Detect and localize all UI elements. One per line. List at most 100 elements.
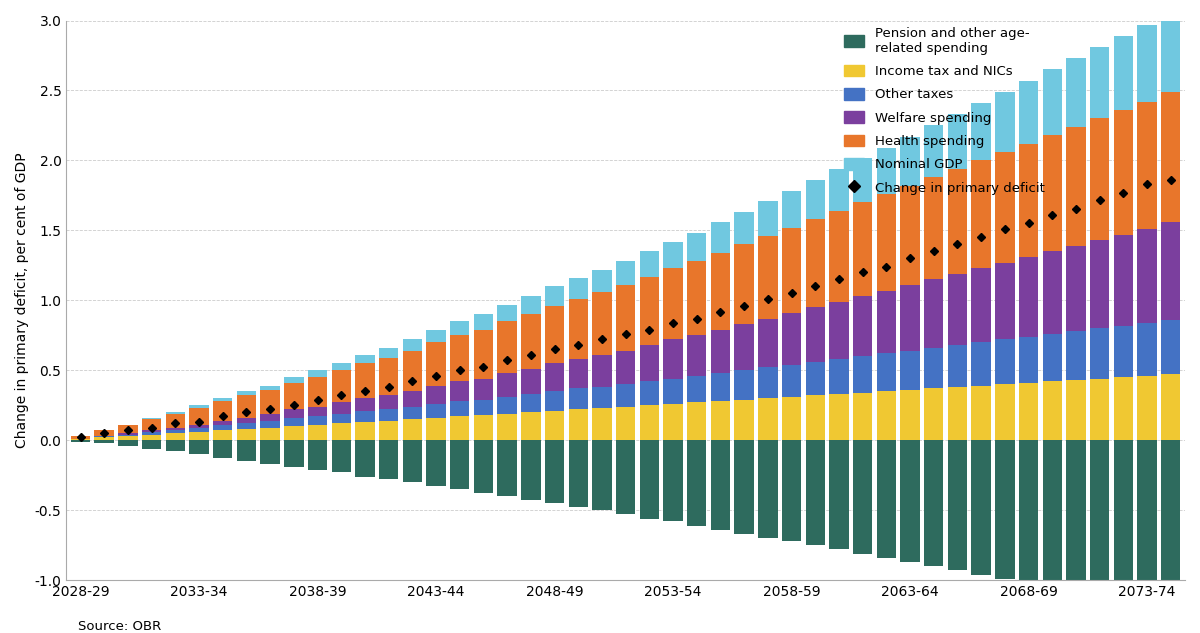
Bar	[782, 365, 802, 397]
Bar	[260, 413, 280, 421]
Bar	[331, 370, 350, 403]
Bar	[498, 322, 517, 373]
Bar	[379, 348, 398, 358]
Bar	[308, 406, 328, 417]
Bar	[498, 304, 517, 322]
Bar	[450, 335, 469, 382]
Bar	[426, 330, 445, 342]
Bar	[640, 382, 659, 405]
Bar	[474, 440, 493, 493]
Bar	[498, 413, 517, 440]
Bar	[426, 418, 445, 440]
Bar	[853, 440, 872, 554]
Bar	[924, 279, 943, 348]
Bar	[95, 430, 114, 436]
Bar	[829, 440, 848, 549]
Bar	[284, 426, 304, 440]
Bar	[118, 435, 138, 436]
Bar	[403, 391, 422, 406]
Bar	[308, 417, 328, 425]
Bar	[877, 194, 896, 291]
Bar	[664, 339, 683, 379]
Bar	[142, 418, 161, 419]
Bar	[403, 419, 422, 440]
Bar	[664, 404, 683, 440]
Bar	[688, 403, 707, 440]
Bar	[1043, 70, 1062, 135]
Bar	[331, 423, 350, 440]
Bar	[545, 306, 564, 363]
Bar	[924, 177, 943, 279]
Bar	[118, 440, 138, 446]
Bar	[829, 169, 848, 211]
Bar	[900, 351, 919, 390]
Bar	[569, 410, 588, 440]
Bar	[1067, 380, 1086, 440]
Bar	[260, 390, 280, 413]
Bar	[1162, 92, 1181, 222]
Bar	[948, 273, 967, 345]
Bar	[166, 440, 185, 451]
Bar	[1067, 58, 1086, 127]
Bar	[569, 278, 588, 299]
Bar	[900, 390, 919, 440]
Bar	[782, 397, 802, 440]
Bar	[521, 296, 540, 315]
Bar	[710, 222, 730, 253]
Bar	[403, 339, 422, 351]
Bar	[142, 419, 161, 430]
Bar	[1138, 102, 1157, 229]
Bar	[331, 363, 350, 370]
Bar	[805, 219, 824, 307]
Bar	[734, 440, 754, 534]
Bar	[450, 401, 469, 417]
Bar	[805, 307, 824, 362]
Bar	[688, 261, 707, 335]
Bar	[758, 398, 778, 440]
Bar	[284, 418, 304, 426]
Bar	[403, 440, 422, 482]
Bar	[1114, 110, 1133, 235]
Bar	[569, 299, 588, 359]
Bar	[829, 211, 848, 302]
Bar	[308, 377, 328, 406]
Bar	[1019, 383, 1038, 440]
Bar	[331, 440, 350, 472]
Bar	[972, 342, 991, 385]
Bar	[1043, 382, 1062, 440]
Bar	[877, 148, 896, 194]
Bar	[403, 351, 422, 391]
Bar	[1019, 257, 1038, 337]
Bar	[758, 368, 778, 398]
Bar	[948, 169, 967, 273]
Bar	[236, 423, 256, 429]
Bar	[166, 412, 185, 413]
Bar	[379, 396, 398, 410]
Bar	[1019, 337, 1038, 383]
Bar	[142, 435, 161, 440]
Bar	[118, 433, 138, 435]
Bar	[426, 404, 445, 418]
Bar	[95, 440, 114, 443]
Bar	[450, 322, 469, 335]
Bar	[1114, 235, 1133, 325]
Bar	[1162, 222, 1181, 320]
Bar	[545, 286, 564, 306]
Bar	[593, 355, 612, 387]
Bar	[284, 377, 304, 383]
Bar	[142, 440, 161, 449]
Bar	[616, 384, 635, 406]
Bar	[1090, 440, 1109, 596]
Bar	[71, 436, 90, 439]
Bar	[900, 137, 919, 185]
Bar	[166, 433, 185, 440]
Bar	[379, 358, 398, 396]
Bar	[214, 425, 233, 430]
Bar	[616, 351, 635, 384]
Bar	[236, 396, 256, 418]
Y-axis label: Change in primary deficit, per cent of GDP: Change in primary deficit, per cent of G…	[16, 153, 29, 448]
Bar	[734, 212, 754, 244]
Bar	[355, 411, 374, 422]
Bar	[782, 191, 802, 228]
Bar	[948, 345, 967, 387]
